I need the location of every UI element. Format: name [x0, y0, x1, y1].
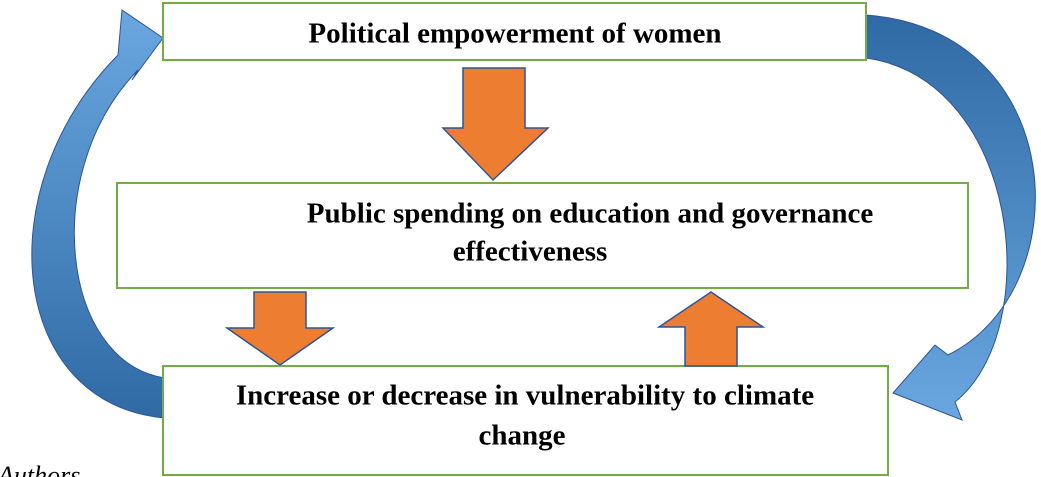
node-box: [116, 182, 969, 289]
node-label: change: [479, 420, 566, 452]
node-box: [162, 365, 889, 476]
up-arrow: [656, 291, 766, 367]
node-box: [162, 2, 867, 61]
node-label: Increase or decrease in vulnerability to…: [236, 380, 814, 412]
down-arrow: [224, 291, 336, 366]
node-label: Political empowerment of women: [308, 18, 721, 50]
source-note: Authors: [0, 461, 80, 477]
feedback-arrow-right: [865, 14, 1036, 421]
node-label: Public spending on education and governa…: [307, 198, 874, 230]
feedback-arrow-left: [31, 9, 166, 419]
down-arrow: [441, 67, 550, 182]
node-label: effectiveness: [453, 236, 608, 268]
